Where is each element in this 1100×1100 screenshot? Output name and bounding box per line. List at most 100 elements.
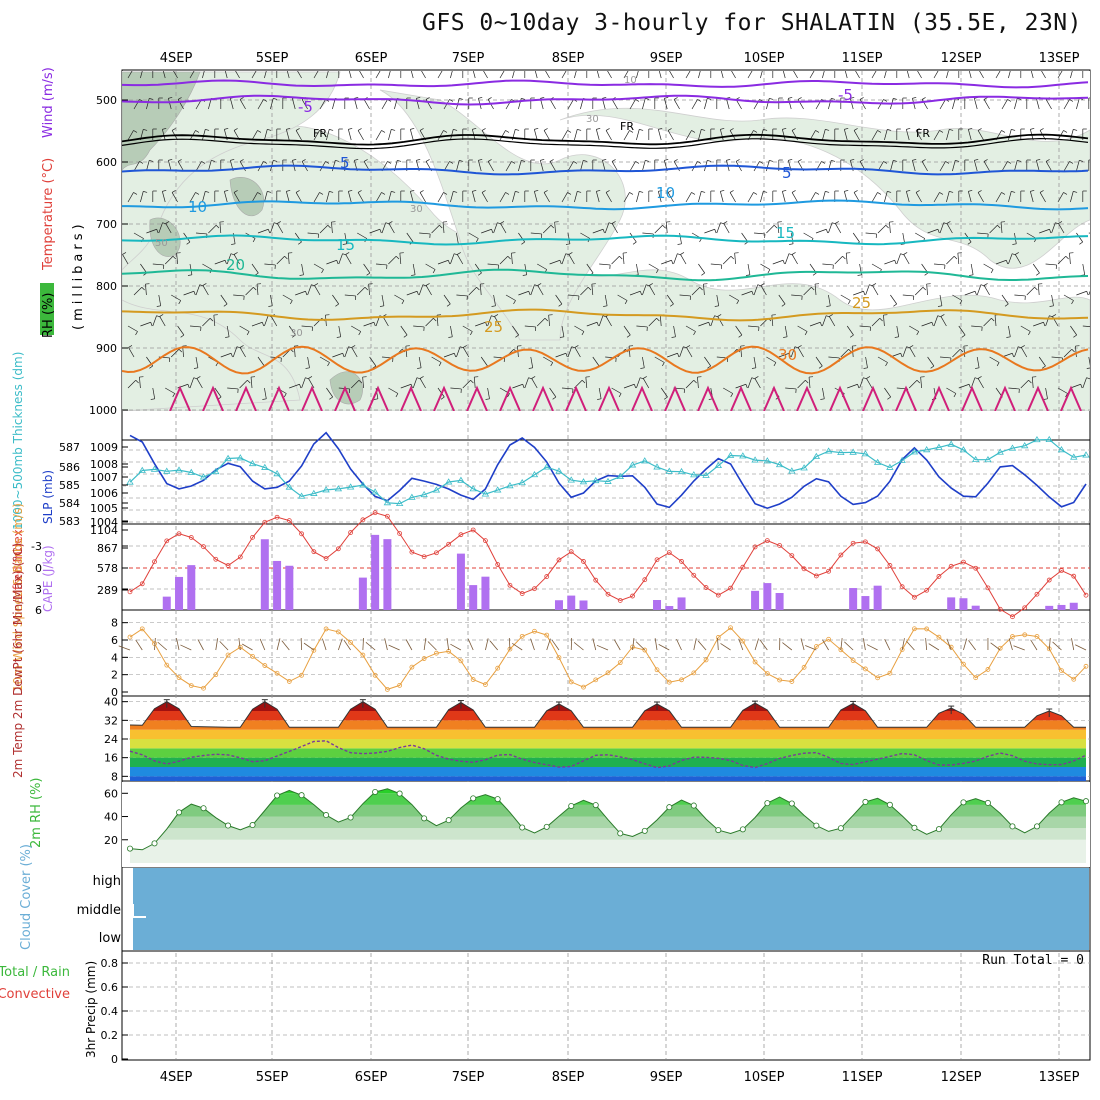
barb-flag xyxy=(416,159,421,161)
barb xyxy=(133,232,144,239)
barb xyxy=(388,71,391,79)
barb-flag xyxy=(597,398,602,400)
barb-flag xyxy=(180,334,185,338)
barb-flag xyxy=(559,260,562,265)
barb xyxy=(952,160,956,172)
barb xyxy=(995,192,1002,203)
run-total: Run Total = 0 xyxy=(982,953,1084,968)
barb-flag xyxy=(329,67,333,68)
li-point xyxy=(568,549,574,555)
barb xyxy=(534,129,538,141)
barb-flag xyxy=(335,160,340,162)
barb xyxy=(561,325,565,337)
wind-point xyxy=(875,675,881,681)
barb xyxy=(481,228,492,234)
barb xyxy=(605,130,612,141)
barb-flag xyxy=(900,353,903,358)
barb xyxy=(499,130,506,141)
thickness-point xyxy=(984,455,992,463)
wind-point xyxy=(1010,634,1015,639)
li-point xyxy=(875,546,881,552)
barb xyxy=(933,71,939,79)
barb-flag xyxy=(1073,191,1078,193)
barb xyxy=(782,191,786,203)
thickness-point xyxy=(383,499,392,506)
wind-point xyxy=(764,671,770,677)
thickness-point xyxy=(702,471,710,478)
barb-flag xyxy=(327,224,331,229)
barb xyxy=(866,378,873,389)
barb xyxy=(1031,377,1034,389)
wind-barb xyxy=(1052,641,1062,651)
barb-flag xyxy=(321,269,324,274)
wind-barb xyxy=(717,638,719,651)
barb xyxy=(301,377,306,389)
label-rh30-c: 30 xyxy=(290,328,303,339)
rh-point xyxy=(151,840,158,847)
wind-barb xyxy=(901,638,905,651)
temp-line xyxy=(129,701,1086,728)
barb-flag xyxy=(336,260,339,265)
wind-point xyxy=(581,684,586,690)
ytick-li-6: 6 xyxy=(35,604,42,617)
barb xyxy=(567,99,574,110)
barb xyxy=(574,347,581,358)
barb-flag xyxy=(544,317,549,322)
barb-flag xyxy=(667,128,672,131)
li-point xyxy=(213,556,219,562)
barb-flag xyxy=(515,334,519,338)
barb-flag xyxy=(544,66,547,68)
barb xyxy=(586,321,598,327)
barb xyxy=(574,129,578,141)
barb xyxy=(964,290,976,296)
li-point xyxy=(1022,605,1028,611)
barb xyxy=(369,356,377,367)
barb-flag xyxy=(395,393,399,398)
rh-point xyxy=(176,809,183,816)
barb xyxy=(1014,254,1022,265)
barb xyxy=(313,263,324,270)
cape-bar xyxy=(481,576,490,610)
barb-flag xyxy=(701,67,705,68)
barb-flag xyxy=(1069,161,1074,164)
barb-flag xyxy=(821,161,826,164)
ytick-cape-867: 867 xyxy=(97,542,118,555)
barb-flag xyxy=(991,317,995,322)
rh-point xyxy=(886,801,893,808)
barb-flag xyxy=(596,322,599,327)
ytick-temp-16: 16 xyxy=(104,752,118,765)
barb-flag xyxy=(178,348,183,353)
barb-flag xyxy=(915,190,920,193)
cape-lifted-index xyxy=(122,510,1090,620)
barb-flag xyxy=(420,66,423,68)
li-point xyxy=(348,530,354,535)
barb xyxy=(605,316,612,327)
thickness-point xyxy=(1082,451,1090,458)
barb-flag xyxy=(649,283,653,286)
barb xyxy=(195,161,202,172)
barb-flag xyxy=(990,269,994,274)
barb xyxy=(1051,294,1054,306)
wind-point xyxy=(617,660,623,666)
wind-barb xyxy=(990,642,1001,651)
barb xyxy=(418,284,424,296)
barb xyxy=(1057,255,1067,265)
barb xyxy=(642,232,654,235)
barb xyxy=(791,294,803,297)
barb xyxy=(549,99,556,110)
barb xyxy=(847,383,858,389)
barb xyxy=(1020,325,1031,332)
date-top-9SEP: 9SEP xyxy=(650,51,683,66)
wind-barb xyxy=(423,638,427,651)
ytick-thk-587: 587 xyxy=(59,441,80,454)
barb-flag xyxy=(263,161,268,164)
barb xyxy=(983,317,992,327)
barb xyxy=(561,253,567,265)
ytick-upper-800: 800 xyxy=(96,280,117,293)
li-point xyxy=(630,593,635,599)
wind-barb xyxy=(322,638,327,651)
barb xyxy=(946,129,950,141)
barb xyxy=(214,259,226,265)
barb xyxy=(884,191,888,203)
barb-flag xyxy=(831,98,836,100)
